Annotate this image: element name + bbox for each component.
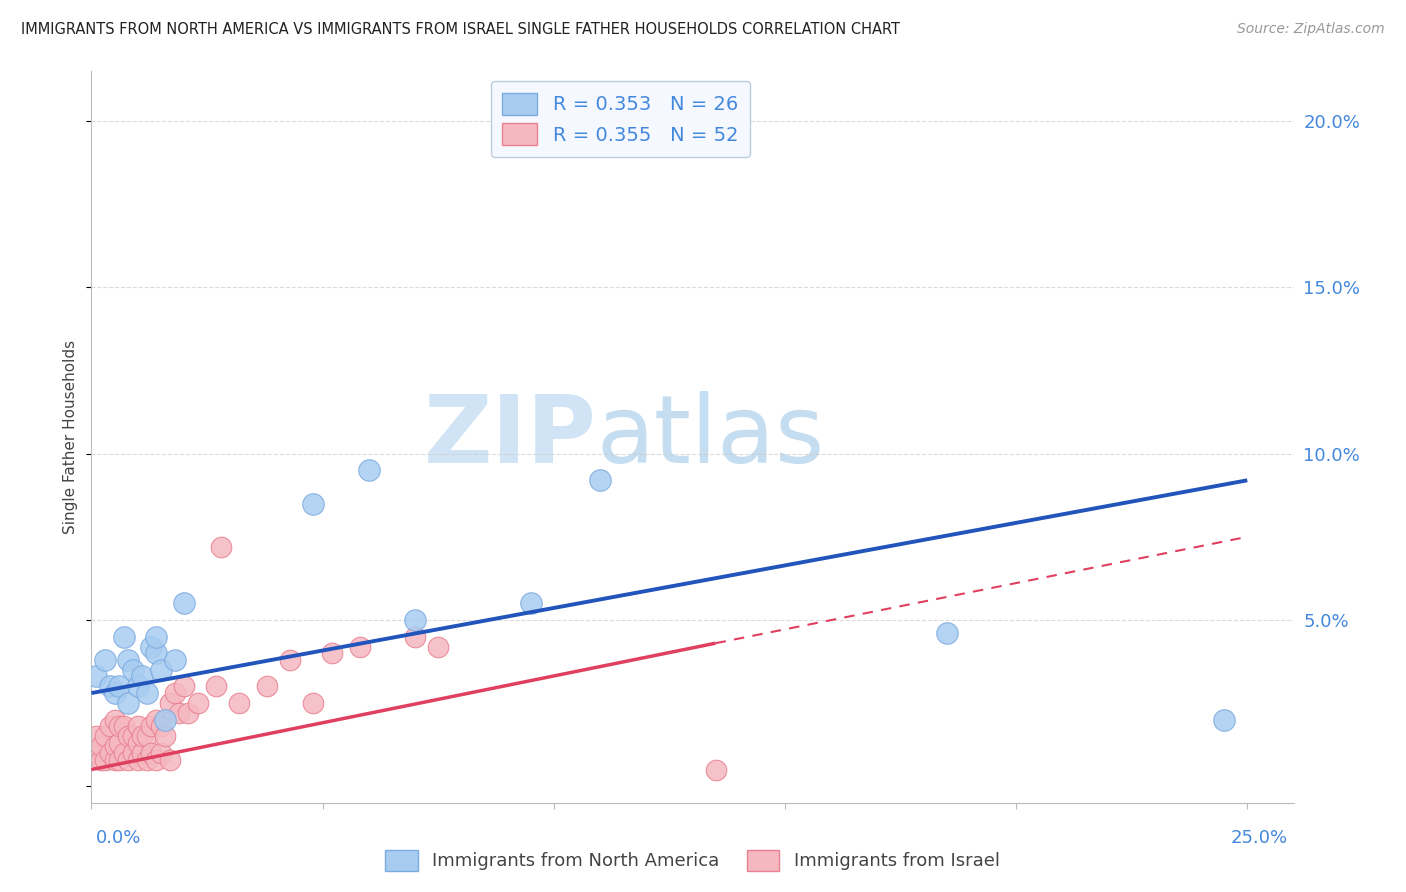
Text: 25.0%: 25.0% [1230,829,1288,847]
Point [519,596,541,610]
Point [167,706,190,720]
Point [98,680,121,694]
Point [117,696,139,710]
Point [112,746,135,760]
Point [103,686,125,700]
Point [589,473,612,487]
Point [427,640,450,654]
Point [149,663,172,677]
Point [141,640,163,654]
Point [145,753,167,767]
Point [84,746,107,760]
Y-axis label: Single Father Households: Single Father Households [63,340,79,534]
Point [90,753,112,767]
Point [127,719,149,733]
Point [177,706,200,720]
Point [228,696,250,710]
Point [122,746,145,760]
Point [155,713,177,727]
Point [108,680,131,694]
Point [187,696,209,710]
Point [1213,713,1236,727]
Point [112,719,135,733]
Point [103,739,125,754]
Point [149,746,172,760]
Point [145,630,167,644]
Point [149,719,172,733]
Point [122,663,145,677]
Point [278,653,301,667]
Point [131,669,153,683]
Point [145,713,167,727]
Point [127,680,149,694]
Point [117,753,139,767]
Point [135,729,157,743]
Point [135,686,157,700]
Point [155,729,177,743]
Point [173,680,195,694]
Point [141,719,163,733]
Point [135,753,157,767]
Point [209,540,232,554]
Point [159,696,181,710]
Point [90,739,112,754]
Point [163,653,186,667]
Legend: Immigrants from North America, Immigrants from Israel: Immigrants from North America, Immigrant… [378,843,1007,878]
Text: Source: ZipAtlas.com: Source: ZipAtlas.com [1237,22,1385,37]
Point [173,596,195,610]
Point [935,626,957,640]
Point [108,753,131,767]
Text: atlas: atlas [596,391,824,483]
Point [94,729,117,743]
Point [141,746,163,760]
Point [321,646,343,660]
Point [349,640,371,654]
Text: ZIP: ZIP [423,391,596,483]
Point [112,630,135,644]
Point [145,646,167,660]
Point [98,719,121,733]
Point [404,613,426,627]
Point [159,753,181,767]
Point [122,729,145,743]
Point [205,680,228,694]
Point [108,736,131,750]
Point [404,630,426,644]
Point [127,736,149,750]
Point [302,696,325,710]
Point [256,680,278,694]
Text: IMMIGRANTS FROM NORTH AMERICA VS IMMIGRANTS FROM ISRAEL SINGLE FATHER HOUSEHOLDS: IMMIGRANTS FROM NORTH AMERICA VS IMMIGRA… [21,22,900,37]
Point [704,763,727,777]
Point [163,686,186,700]
Point [103,753,125,767]
Point [302,497,325,511]
Point [127,753,149,767]
Point [84,669,107,683]
Point [357,463,380,477]
Point [108,719,131,733]
Point [131,746,153,760]
Point [117,729,139,743]
Point [84,729,107,743]
Point [117,653,139,667]
Point [94,653,117,667]
Text: 0.0%: 0.0% [96,829,141,847]
Point [131,729,153,743]
Point [98,746,121,760]
Point [103,713,125,727]
Point [94,753,117,767]
